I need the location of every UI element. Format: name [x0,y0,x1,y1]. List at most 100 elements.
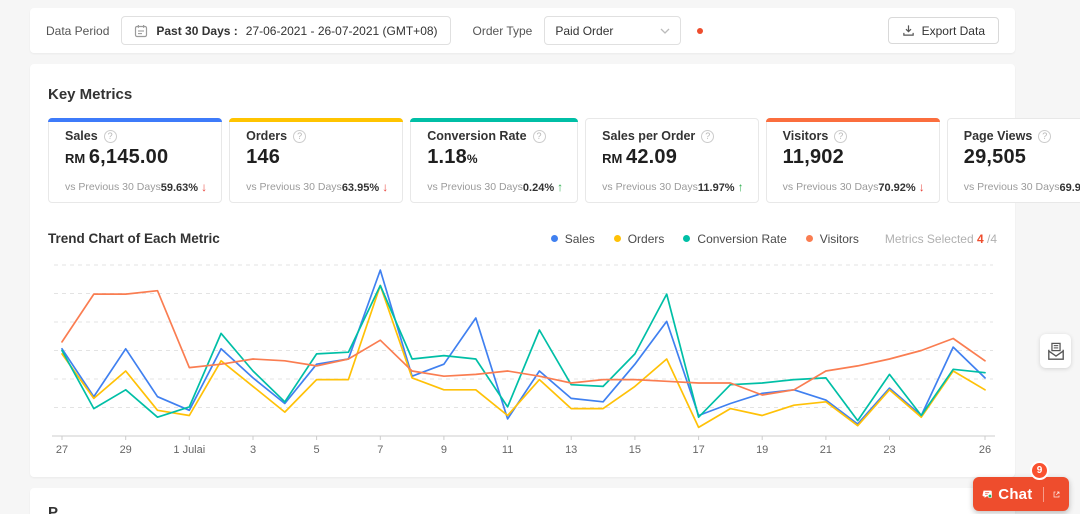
metric-card-page-views[interactable]: Page Views? 29,505 vs Previous 30 Days 69.9… [946,118,1080,203]
help-icon[interactable]: ? [103,129,117,143]
svg-text:15: 15 [629,444,641,456]
metric-value: 146 [246,146,281,168]
help-icon[interactable]: ? [834,129,848,143]
legend-label: Conversion Rate [697,231,787,246]
change-value: 59.63% ↓ [160,180,208,194]
svg-text:1 Julai: 1 Julai [173,444,205,456]
popout-icon[interactable] [1053,488,1060,501]
metric-cards-row: Sales? RM 6,145.00 vs Previous 30 Days 59.6… [48,118,1080,203]
date-preset: Past 30 Days : [156,23,238,38]
date-range-picker[interactable]: Past 30 Days : 27-06-2021 - 26-07-2021 (… [121,16,451,45]
help-icon[interactable]: ? [1038,129,1052,143]
arrow-down-icon: ↓ [201,180,208,194]
card-accent-bar [229,118,404,122]
metric-card-sales[interactable]: Sales? RM 6,145.00 vs Previous 30 Days 59.6… [48,118,223,203]
svg-text:5: 5 [314,444,320,456]
metric-label: Visitors [782,129,829,143]
filter-toolbar: Data Period Past 30 Days : 27-06-2021 - … [30,8,1015,53]
chat-button[interactable]: Chat [973,477,1069,511]
metric-value: RM 6,145.00 [65,146,169,168]
metric-label: Sales per Order [602,129,696,143]
metric-label: Page Views [963,129,1033,143]
change-value: 0.24% ↑ [522,180,564,194]
metric-value: RM 42.09 [602,146,678,168]
change-value: 70.92% ↓ [878,180,925,194]
svg-text:9: 9 [441,444,447,456]
date-range-value: 27-06-2021 - 26-07-2021 (GMT+08) [245,23,438,38]
chat-label: Chat [998,485,1033,503]
trend-chart-svg: 27 29 1 Julai 3 5 7 9 11 13 15 17 19 21 23 26 [52,264,995,456]
compare-label: vs Previous 30 Days [246,181,342,193]
envelope-icon [1047,342,1064,360]
legend-label: Orders [627,231,665,246]
legend-dot-sales [550,235,558,242]
next-section-panel: P [30,488,1015,514]
svg-text:19: 19 [756,444,768,456]
chat-bubble-icon [982,490,993,499]
metric-card-sales-per-order[interactable]: Sales per Order? RM 42.09 vs Previous 30 D… [585,118,759,203]
metric-card-visitors[interactable]: Visitors? 11,902 vs Previous 30 Days 70.92%… [765,118,940,203]
download-icon [902,25,914,36]
svg-text:26: 26 [979,444,991,456]
card-accent-bar [947,118,1080,122]
compare-label: vs Previous 30 Days [782,181,879,193]
arrow-down-icon: ↓ [382,180,389,194]
card-accent-bar [765,118,940,122]
svg-text:7: 7 [377,444,383,456]
legend-dot-orders [613,235,621,242]
order-type-indicator-dot [697,27,704,34]
compare-label: vs Previous 30 Days [427,181,523,193]
metric-card-conversion-rate[interactable]: Conversion Rate? 1.18% vs Previous 30 Days… [410,118,579,203]
metric-label: Conversion Rate [427,129,527,143]
chat-divider [1043,486,1044,502]
card-accent-bar [410,118,579,122]
legend-item-conversion-rate[interactable]: Conversion Rate [683,231,787,246]
legend-item-visitors[interactable]: Visitors [805,231,859,246]
compare-label: vs Previous 30 Days [65,181,161,193]
calendar-icon [134,24,148,38]
metrics-selected-label: Metrics Selected 4 /4 [884,231,997,246]
help-icon[interactable]: ? [532,129,546,143]
legend-dot-conversion-rate [683,235,691,242]
next-section-title: P [48,504,59,514]
metric-value: 29,505 [963,146,1027,168]
feedback-button[interactable] [1040,334,1071,368]
trend-chart: 27 29 1 Julai 3 5 7 9 11 13 15 17 19 21 23 26 [46,258,998,470]
help-icon[interactable]: ? [701,129,715,143]
trend-chart-title: Trend Chart of Each Metric [48,231,220,246]
order-type-select[interactable]: Paid Order [544,16,682,45]
svg-text:23: 23 [883,444,895,456]
arrow-up-icon: ↑ [557,180,564,194]
svg-text:21: 21 [820,444,832,456]
key-metrics-title: Key Metrics [48,86,133,103]
chevron-down-icon [660,28,670,34]
export-data-button[interactable]: Export Data [887,17,999,44]
change-value: 63.95% ↓ [341,180,389,194]
svg-text:29: 29 [120,444,132,456]
compare-label: vs Previous 30 Days [602,181,698,193]
svg-text:27: 27 [56,444,68,456]
legend-dot-visitors [805,235,813,242]
data-period-label: Data Period [46,23,110,38]
card-accent-bar [585,118,758,122]
metric-label: Orders [246,129,288,143]
card-accent-bar [48,118,223,122]
metric-label: Sales [65,129,98,143]
trend-chart-header: Trend Chart of Each Metric Sales Orders Co… [48,231,997,246]
metric-card-orders[interactable]: Orders? 146 vs Previous 30 Days 63.95% ↓ [229,118,404,203]
help-icon[interactable]: ? [293,129,307,143]
chart-legend: Sales Orders Conversion Rate Visitors [550,231,859,246]
arrow-down-icon: ↓ [918,180,925,194]
chat-badge: 9 [1030,461,1049,480]
legend-label: Visitors [819,231,859,246]
compare-label: vs Previous 30 Days [963,181,1060,193]
legend-item-orders[interactable]: Orders [613,231,665,246]
metric-value: 1.18% [427,146,478,168]
export-data-label: Export Data [921,23,985,38]
legend-item-sales[interactable]: Sales [550,231,595,246]
metric-value: 11,902 [782,146,844,168]
legend-label: Sales [564,231,595,246]
svg-text:3: 3 [250,444,256,456]
arrow-up-icon: ↑ [737,180,744,194]
